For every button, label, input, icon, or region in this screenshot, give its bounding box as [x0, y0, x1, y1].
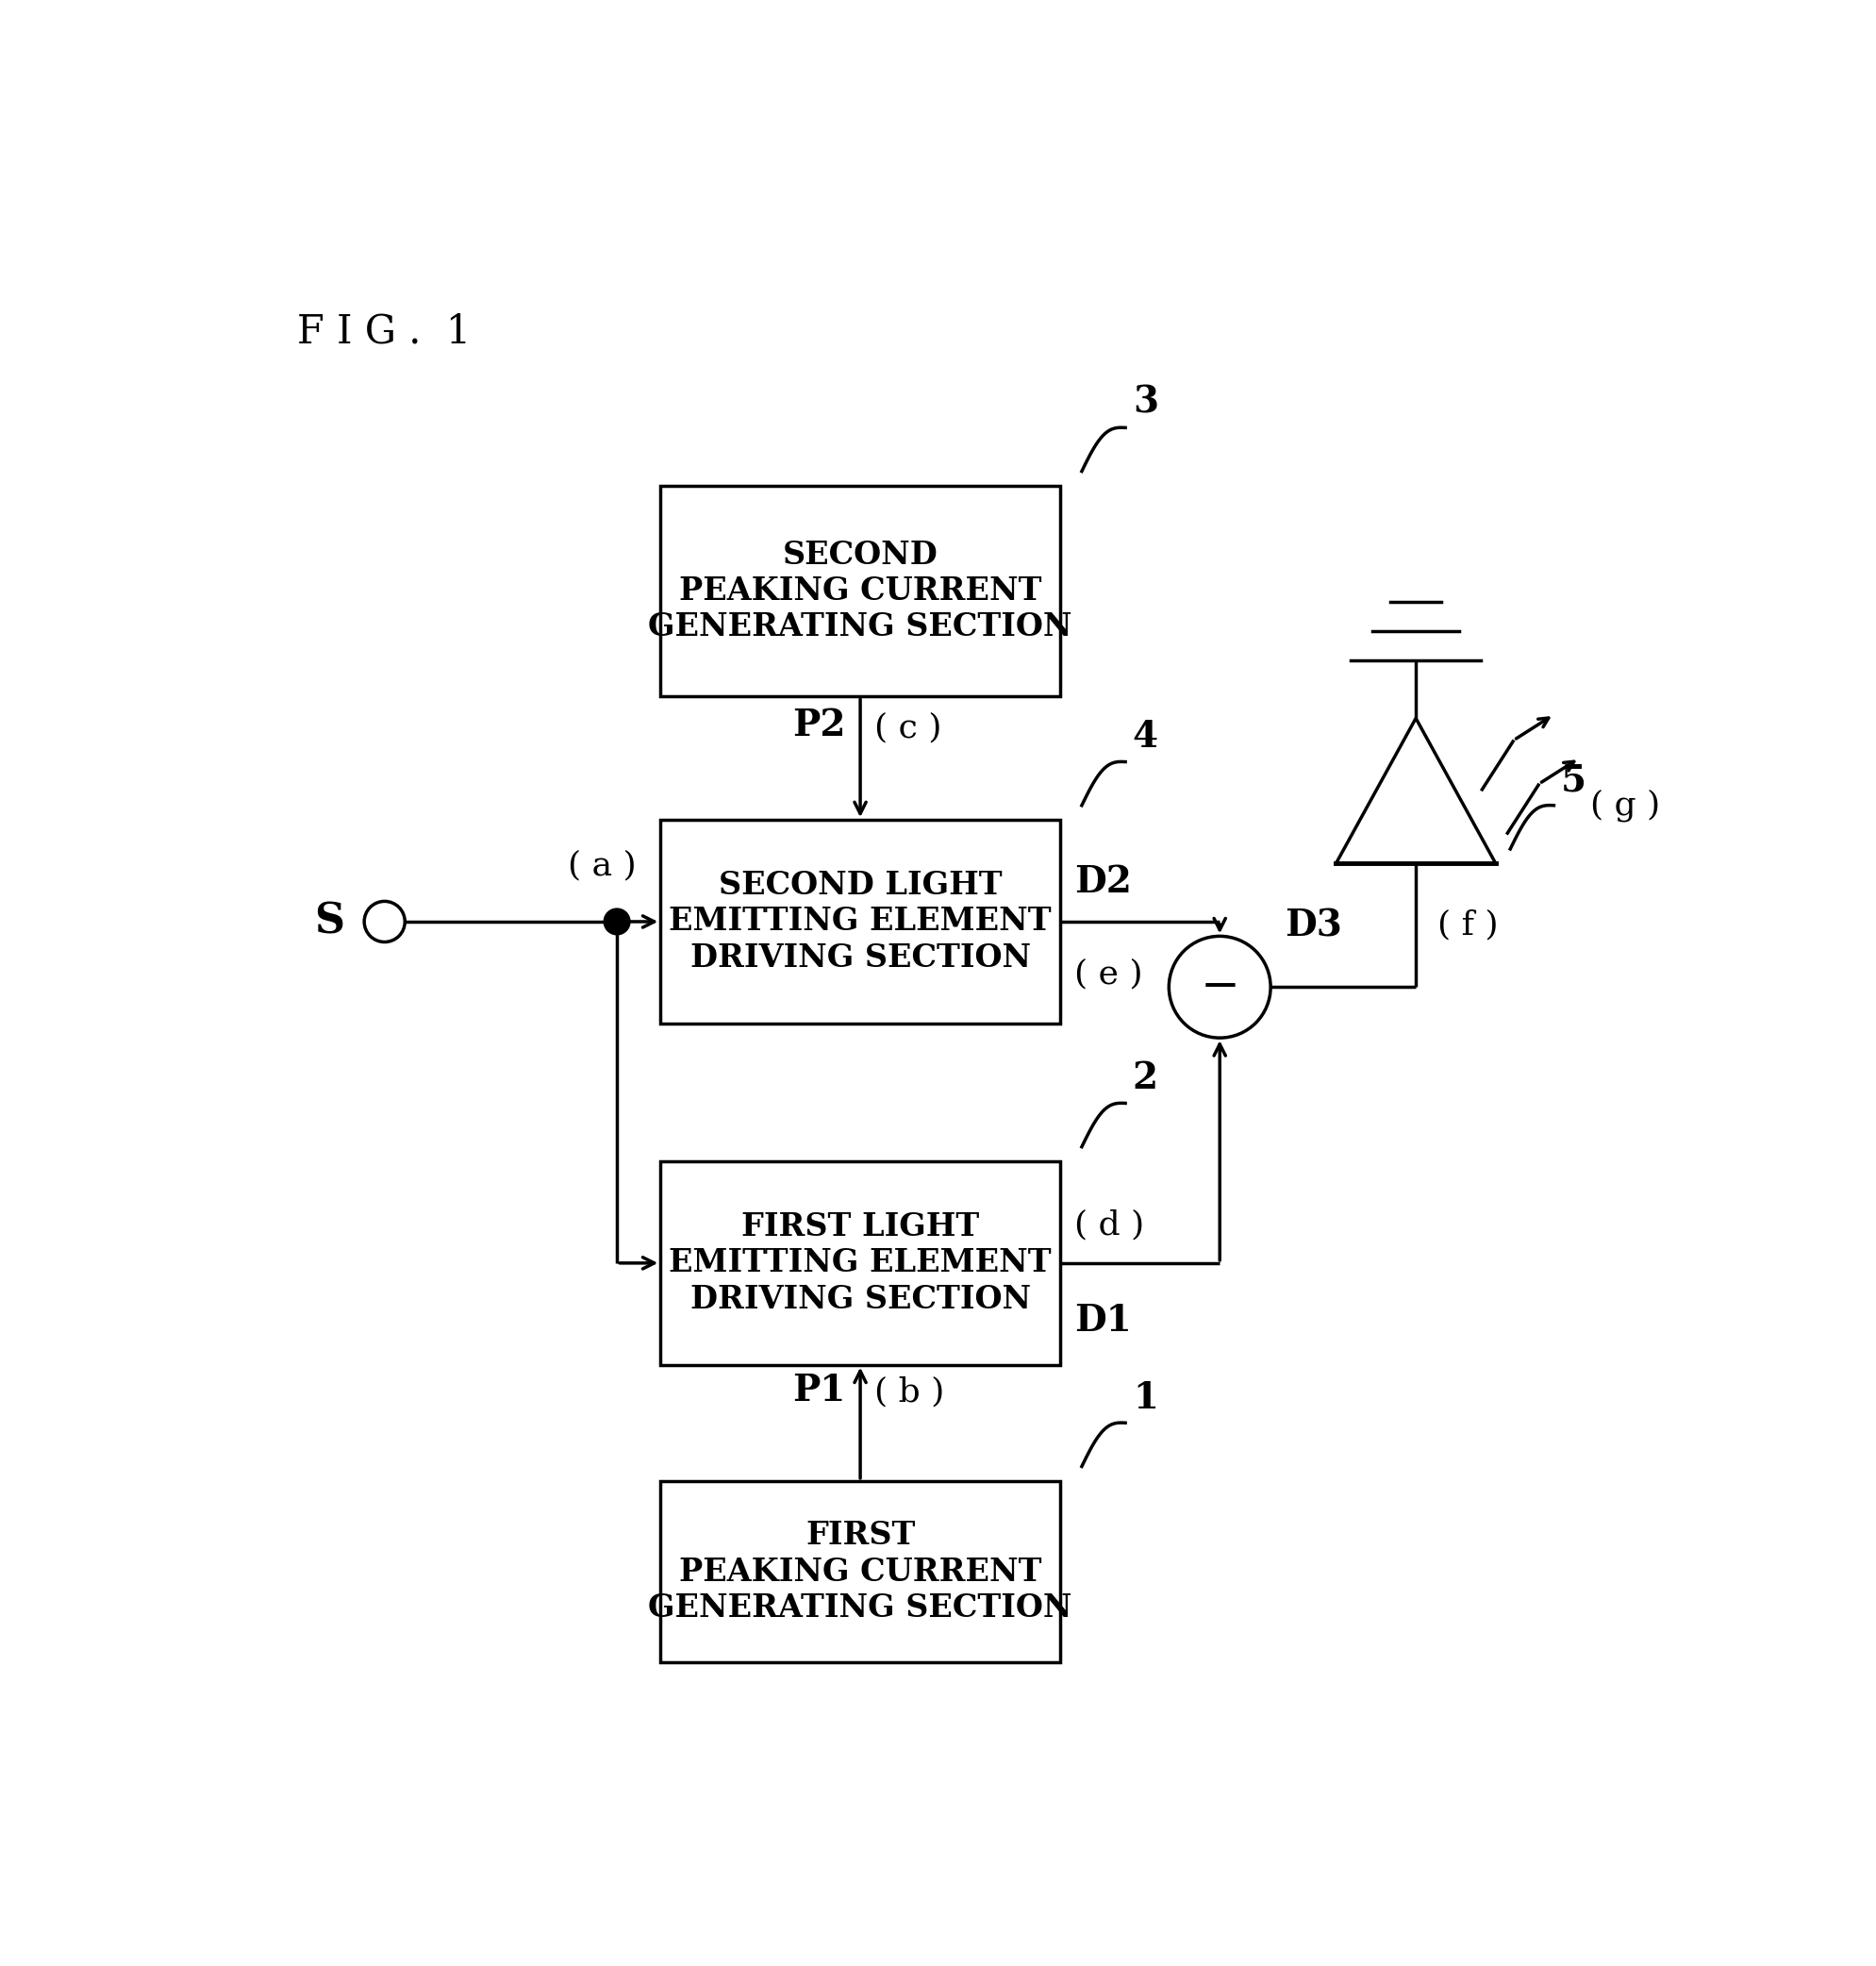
Text: FIRST
PEAKING CURRENT
GENERATING SECTION: FIRST PEAKING CURRENT GENERATING SECTION	[647, 1520, 1071, 1624]
Text: F I G .  1: F I G . 1	[296, 311, 471, 352]
Text: D2: D2	[1073, 863, 1131, 900]
Text: 3: 3	[1131, 385, 1157, 421]
Bar	[660, 1162, 1060, 1364]
Text: ( a ): ( a )	[568, 849, 636, 881]
Text: FIRST LIGHT
EMITTING ELEMENT
DRIVING SECTION: FIRST LIGHT EMITTING ELEMENT DRIVING SEC…	[668, 1211, 1051, 1315]
Bar	[660, 486, 1060, 696]
Bar	[660, 1480, 1060, 1663]
Text: 1: 1	[1131, 1380, 1157, 1416]
Text: SECOND LIGHT
EMITTING ELEMENT
DRIVING SECTION: SECOND LIGHT EMITTING ELEMENT DRIVING SE…	[668, 871, 1051, 973]
Text: ( f ): ( f )	[1437, 908, 1497, 942]
Text: ( c ): ( c )	[874, 712, 942, 743]
Bar	[660, 820, 1060, 1024]
Text: D3: D3	[1285, 908, 1341, 944]
Text: ( b ): ( b )	[874, 1376, 944, 1408]
Text: SECOND
PEAKING CURRENT
GENERATING SECTION: SECOND PEAKING CURRENT GENERATING SECTIO…	[647, 539, 1071, 643]
Text: ( e ): ( e )	[1073, 957, 1142, 991]
Text: 2: 2	[1131, 1060, 1157, 1095]
Text: ( g ): ( g )	[1589, 788, 1660, 822]
Text: P2: P2	[792, 708, 846, 743]
Text: S: S	[315, 900, 345, 942]
Circle shape	[1169, 936, 1270, 1038]
Text: 4: 4	[1131, 720, 1157, 755]
Text: 5: 5	[1561, 763, 1585, 798]
Polygon shape	[1336, 718, 1495, 863]
Text: ( d ): ( d )	[1073, 1209, 1144, 1241]
Text: P1: P1	[792, 1372, 846, 1408]
Text: D1: D1	[1073, 1303, 1131, 1339]
Text: −: −	[1199, 963, 1238, 1011]
Circle shape	[604, 908, 630, 934]
